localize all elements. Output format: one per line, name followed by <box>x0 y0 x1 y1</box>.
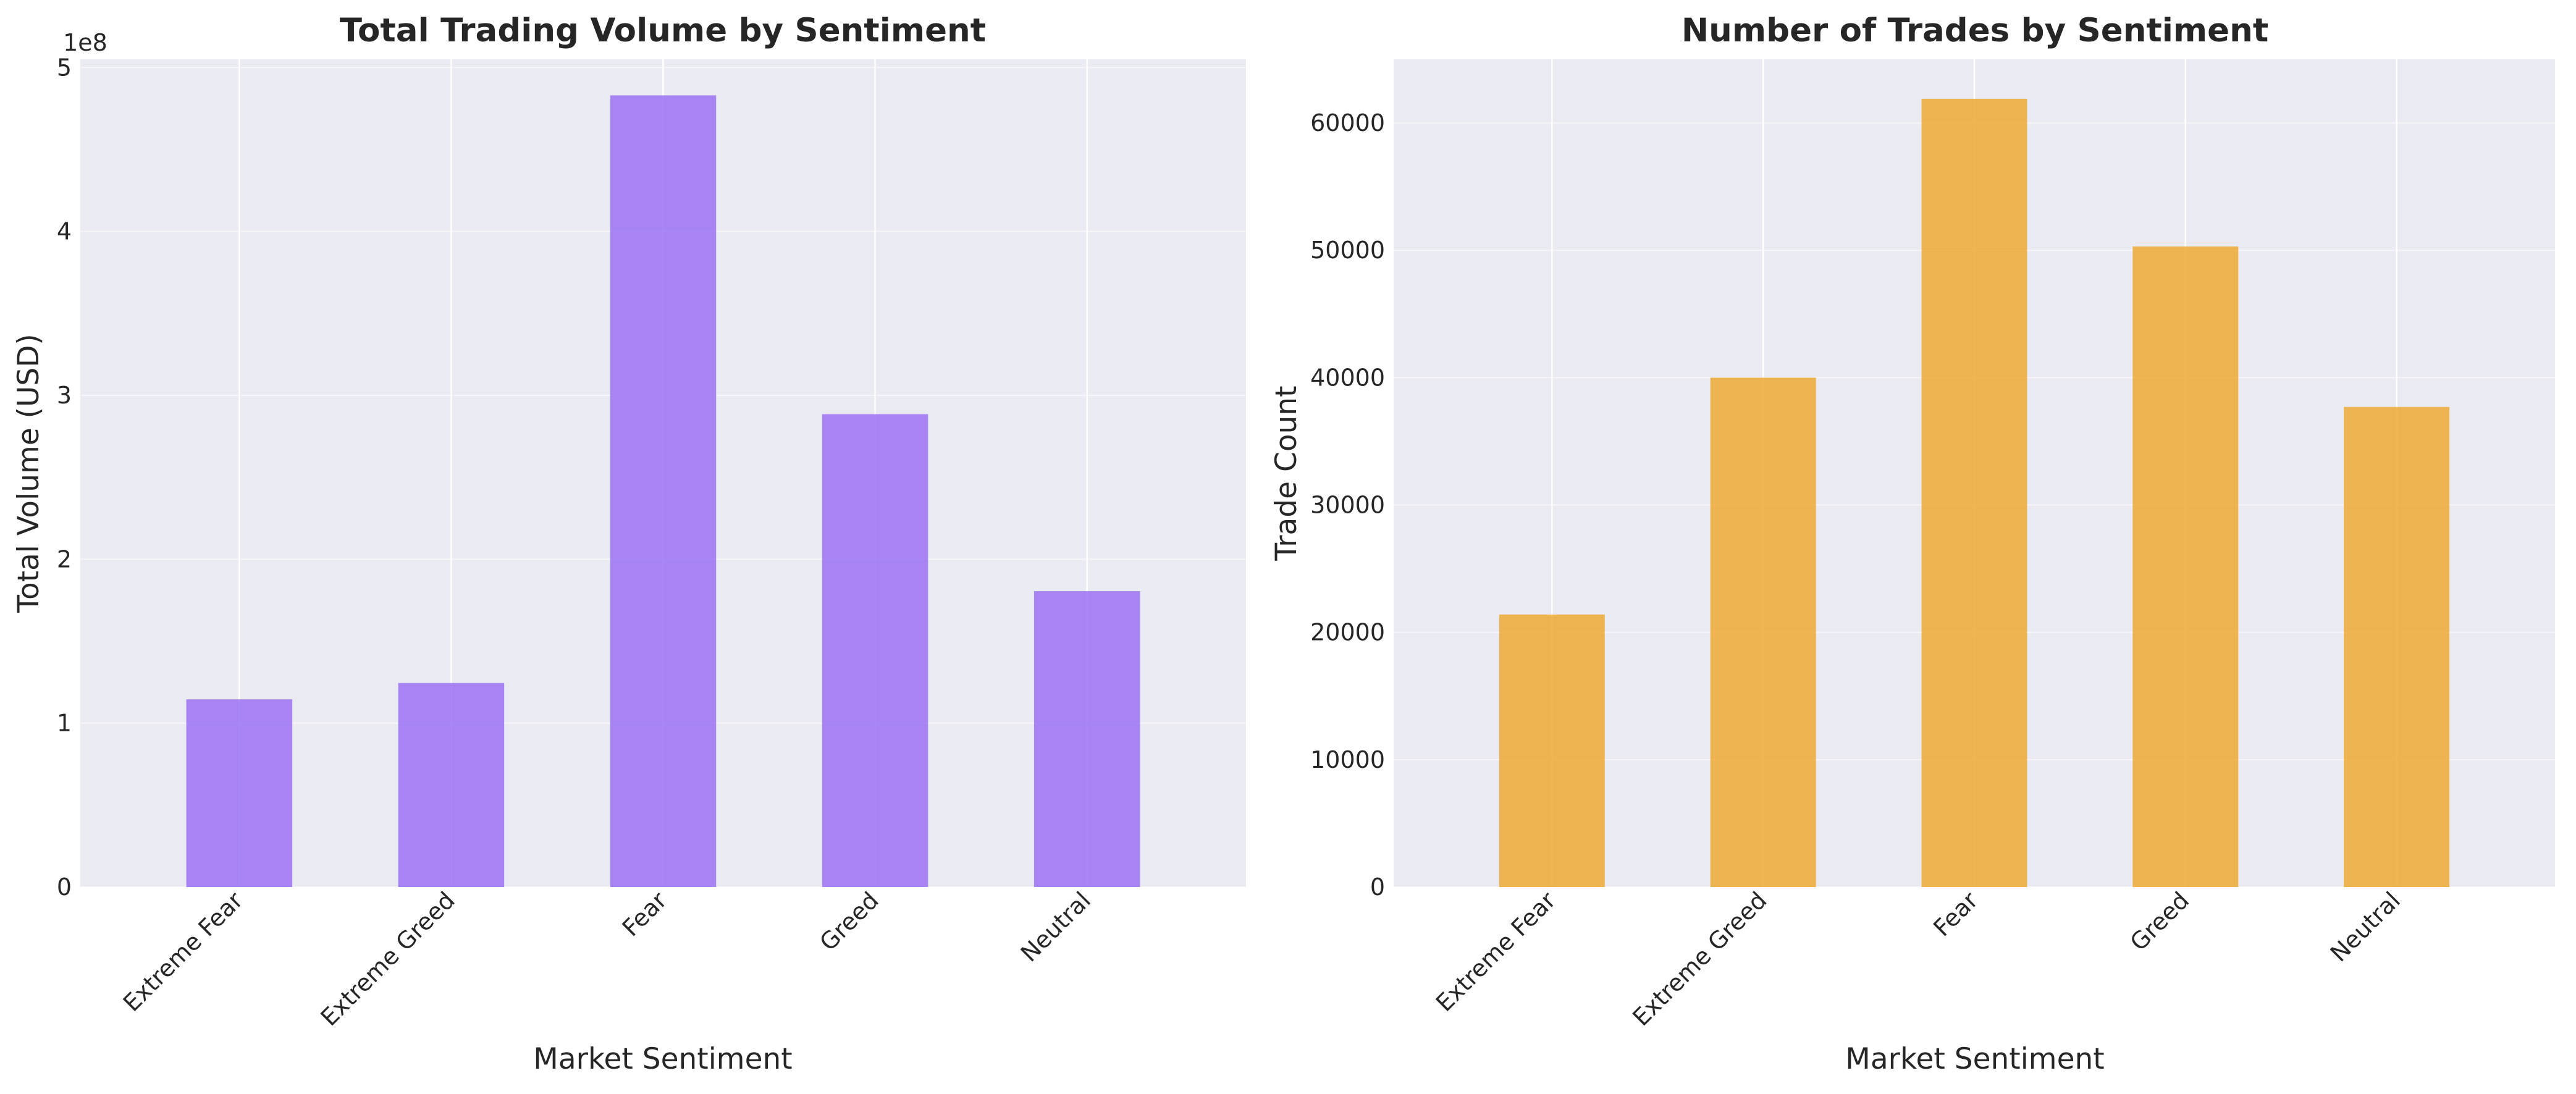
volume-y-tick-label: 3 <box>57 382 72 409</box>
volume-x-tick-label: Fear <box>617 886 672 941</box>
volume-chart-title: Total Trading Volume by Sentiment <box>340 12 986 49</box>
trades-bar <box>1499 614 1605 887</box>
volume-y-tick-label: 1 <box>57 710 72 737</box>
trades-bar <box>1921 98 2027 887</box>
volume-y-tick-label: 0 <box>57 873 72 901</box>
trades-chart-panel: 0 10000 20000 30000 40000 50000 60000 Extreme F… <box>1269 12 2555 1076</box>
volume-y-tick-label: 5 <box>57 54 72 81</box>
trades-bar <box>2132 246 2239 887</box>
trades-y-tick-label: 60000 <box>1310 109 1385 137</box>
volume-bar <box>1033 591 1140 887</box>
volume-x-tick-label: Neutral <box>1016 886 1096 967</box>
trades-x-tick-label: Extreme Greed <box>1627 886 1772 1031</box>
volume-bar <box>610 95 717 888</box>
trades-x-tick-label: Extreme Fear <box>1431 886 1561 1017</box>
volume-x-tick-label: Extreme Greed <box>316 886 460 1031</box>
trades-y-tick-label: 0 <box>1370 873 1385 901</box>
volume-bar <box>822 414 928 887</box>
trades-y-tick-label: 10000 <box>1310 746 1385 773</box>
trades-plot-layer: 0 10000 20000 30000 40000 50000 60000 Extreme F… <box>1310 59 2555 1031</box>
trades-chart-title: Number of Trades by Sentiment <box>1682 12 2268 49</box>
trades-y-tick-label: 50000 <box>1310 237 1385 264</box>
trades-y-axis-label: Trade Count <box>1269 385 1303 561</box>
volume-y-axis-label: Total Volume (USD) <box>12 334 46 613</box>
volume-bar <box>398 683 505 887</box>
volume-x-axis-label: Market Sentiment <box>533 1042 792 1076</box>
trades-x-axis-label: Market Sentiment <box>1845 1042 2104 1076</box>
volume-x-tick-label: Extreme Fear <box>118 886 248 1017</box>
trades-x-tick-label: Fear <box>1928 886 1983 941</box>
trades-y-tick-label: 30000 <box>1310 492 1385 519</box>
volume-y-scale-label: 1e8 <box>63 29 107 56</box>
volume-bar <box>186 699 293 887</box>
volume-y-tick-label: 2 <box>57 545 72 573</box>
trades-x-tick-label: Greed <box>2125 886 2195 956</box>
trades-bar <box>2344 406 2450 887</box>
trades-x-tick-label: Neutral <box>2325 886 2406 967</box>
trades-y-tick-label: 40000 <box>1310 364 1385 391</box>
volume-chart-panel: 0 1 2 3 4 5 Extreme Fear Extreme Greed Fear Greed… <box>12 12 1246 1076</box>
volume-y-tick-label: 4 <box>57 218 72 245</box>
volume-plot-layer: 0 1 2 3 4 5 Extreme Fear Extreme Greed Fear Greed… <box>57 54 1246 1031</box>
trades-bar <box>1710 377 1816 887</box>
volume-x-tick-label: Greed <box>814 886 884 956</box>
trades-y-tick-label: 20000 <box>1310 619 1385 646</box>
